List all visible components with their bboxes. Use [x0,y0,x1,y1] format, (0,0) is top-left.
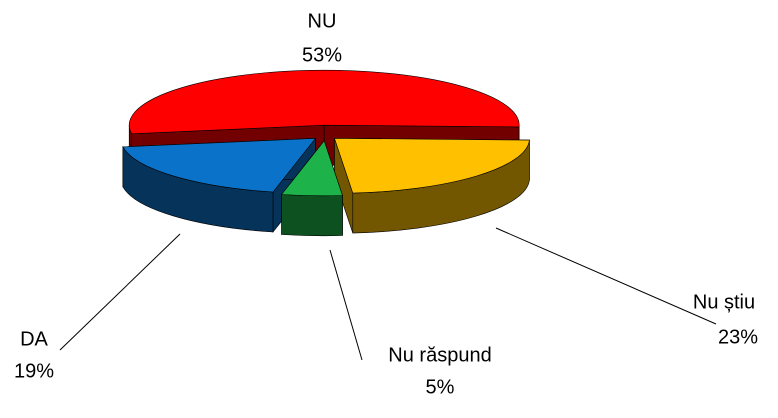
slice-label: Nu răspund [388,344,491,366]
slice-value-label: 23% [718,326,758,348]
slice-value-label: 53% [302,44,342,66]
slice-label: Nu știu [693,291,755,313]
slice-top [128,69,520,135]
leader-line [329,249,363,361]
slice [281,139,343,237]
slice-top [281,140,343,197]
slice [334,138,530,234]
slice-wall [281,194,343,237]
slice-value-label: 5% [426,376,455,398]
leader-line [495,227,717,325]
slice-label: NU [308,10,337,32]
slice-top [122,138,317,193]
slice-value-label: 19% [14,360,54,382]
slice-top [334,138,530,194]
leader-line [59,233,181,351]
slice-label: DA [20,328,48,350]
